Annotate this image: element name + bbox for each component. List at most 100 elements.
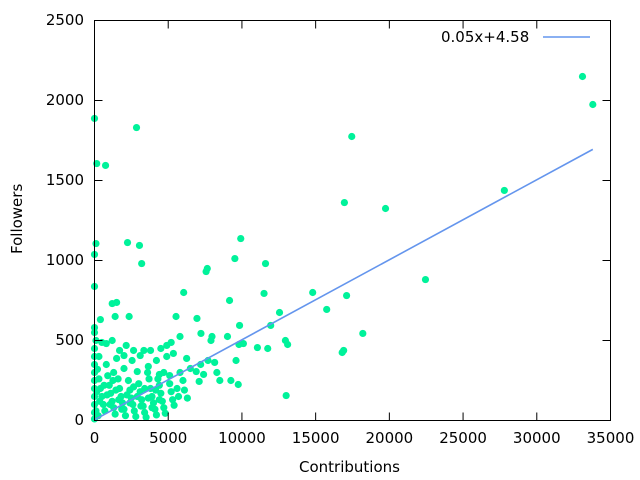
data-point (102, 339, 110, 348)
data-point (237, 234, 245, 243)
data-point (323, 305, 331, 314)
data-point (152, 411, 161, 419)
data-point (174, 392, 183, 401)
data-point (180, 288, 188, 297)
data-point (340, 198, 348, 207)
data-point (160, 368, 168, 377)
data-point (135, 241, 144, 250)
y-tick-label: 1500 (45, 170, 84, 189)
data-point (223, 332, 232, 341)
data-point (193, 314, 201, 323)
data-point (135, 380, 143, 388)
x-tick-label: 20000 (365, 429, 414, 447)
data-point (216, 376, 224, 385)
data-point (183, 354, 191, 363)
y-tick-label: 1000 (45, 250, 84, 269)
data-point (421, 275, 430, 284)
data-point (118, 405, 126, 413)
data-point (180, 386, 189, 394)
data-point (93, 365, 102, 373)
x-tick-label: 25000 (439, 429, 487, 447)
data-point (145, 375, 153, 383)
data-point (170, 401, 178, 409)
data-point (96, 315, 104, 324)
data-point (160, 404, 168, 412)
y-tick-label: 2500 (45, 10, 84, 29)
data-point (96, 397, 104, 405)
data-point (203, 264, 211, 273)
data-point (284, 340, 292, 349)
data-point (129, 346, 138, 355)
data-point (121, 412, 130, 420)
data-point (100, 381, 108, 389)
y-tick-label: 0 (74, 410, 84, 429)
data-point (172, 312, 180, 321)
data-point (234, 380, 242, 389)
data-point (143, 368, 152, 377)
y-tick-label: 500 (55, 330, 84, 349)
data-point (129, 383, 138, 391)
data-point (500, 186, 508, 195)
data-point (120, 351, 128, 360)
data-point (128, 356, 136, 365)
data-point (142, 413, 150, 421)
data-point (110, 368, 118, 377)
data-point (231, 254, 239, 263)
data-point (103, 391, 111, 399)
plot-frame (94, 20, 611, 421)
data-point (136, 351, 144, 360)
data-point (589, 100, 597, 109)
data-point (101, 161, 110, 170)
data-point (343, 291, 351, 300)
data-point (108, 336, 116, 345)
data-point (133, 367, 141, 376)
x-tick-label: 0 (89, 429, 100, 447)
data-point (381, 204, 390, 213)
data-point (282, 391, 290, 400)
x-tick-label: 10000 (218, 429, 266, 447)
data-point (146, 346, 155, 355)
y-axis-label: Followers (8, 183, 26, 254)
data-point (95, 375, 103, 383)
data-point (152, 356, 161, 365)
data-point (120, 364, 128, 373)
data-point (137, 402, 145, 410)
axis-ticks (94, 20, 611, 421)
data-point (211, 358, 219, 367)
data-point (109, 376, 117, 385)
data-point (115, 346, 124, 355)
data-point (166, 380, 174, 388)
data-point (123, 391, 131, 399)
data-point (253, 343, 262, 352)
data-point (130, 407, 138, 415)
data-point (138, 259, 146, 268)
data-point (123, 238, 132, 247)
data-point (195, 377, 203, 386)
data-point (359, 329, 367, 338)
data-point (106, 400, 114, 409)
data-point (157, 344, 165, 353)
data-point (197, 329, 205, 338)
data-point (179, 376, 187, 385)
data-point (309, 288, 317, 297)
x-tick-label: 35000 (586, 429, 635, 447)
data-point (102, 360, 110, 369)
data-point (340, 346, 348, 355)
y-tick-label: 2000 (45, 90, 84, 109)
x-tick-label: 15000 (291, 429, 340, 447)
data-point (92, 239, 100, 248)
data-point (167, 388, 175, 396)
data-point (348, 132, 356, 141)
data-point (140, 346, 148, 355)
fit-line (94, 148, 594, 421)
data-point (104, 372, 112, 380)
x-axis-label: Contributions (299, 458, 400, 476)
data-point (261, 259, 270, 268)
data-point (122, 341, 130, 350)
data-point (227, 376, 235, 385)
data-point (155, 396, 163, 404)
data-point (132, 123, 141, 132)
data-point (578, 72, 587, 81)
data-point (213, 368, 221, 377)
